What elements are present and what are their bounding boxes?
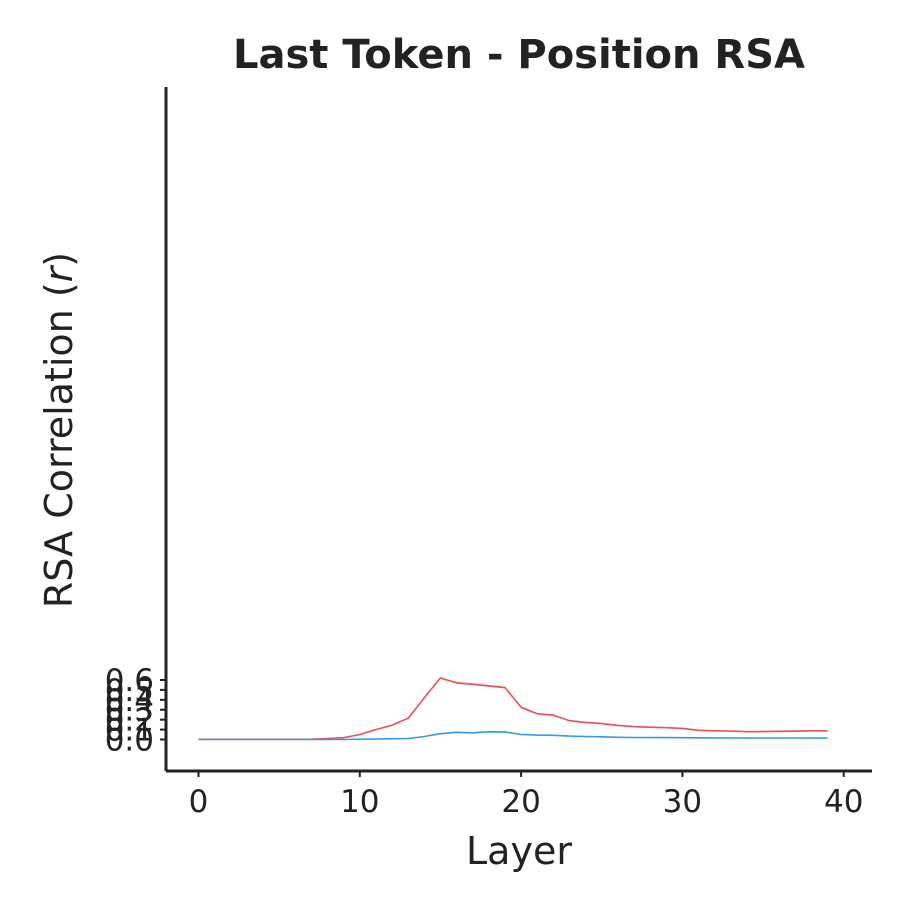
chart-title: Last Token - Position RSA [233, 32, 805, 78]
series-0-band [198, 677, 828, 740]
y-tick-label: 0.6 [105, 663, 154, 699]
y-ticks: 0.00.10.20.30.40.50.6 [105, 663, 166, 759]
x-tick-label: 40 [824, 784, 863, 820]
y-axis-label: RSA Correlation (r) [37, 252, 81, 608]
confidence-bands [198, 677, 828, 740]
y-axis-label-main: RSA Correlation ( [37, 282, 81, 608]
x-tick-label: 10 [340, 784, 379, 820]
y-tick-label: 0.3 [105, 693, 154, 729]
series-lines [198, 677, 828, 741]
y-tick-label: 0.2 [105, 703, 154, 739]
y-tick-label: 0.1 [105, 713, 154, 749]
series-0-line [198, 677, 828, 741]
x-tick-label: 20 [501, 784, 540, 820]
y-tick-label: 0.0 [105, 723, 154, 759]
x-ticks: 0 10 20 30 40 [189, 771, 863, 820]
x-tick-label: 0 [189, 784, 209, 820]
series-1-line [198, 730, 828, 741]
y-tick-label: 0.4 [105, 683, 154, 719]
y-axis-label-end: ) [37, 252, 81, 267]
x-axis-label: Layer [466, 829, 572, 873]
y-tick-label: 0.5 [105, 673, 154, 709]
y-axis-label-var: r [37, 264, 81, 282]
x-tick-label: 30 [663, 784, 702, 820]
